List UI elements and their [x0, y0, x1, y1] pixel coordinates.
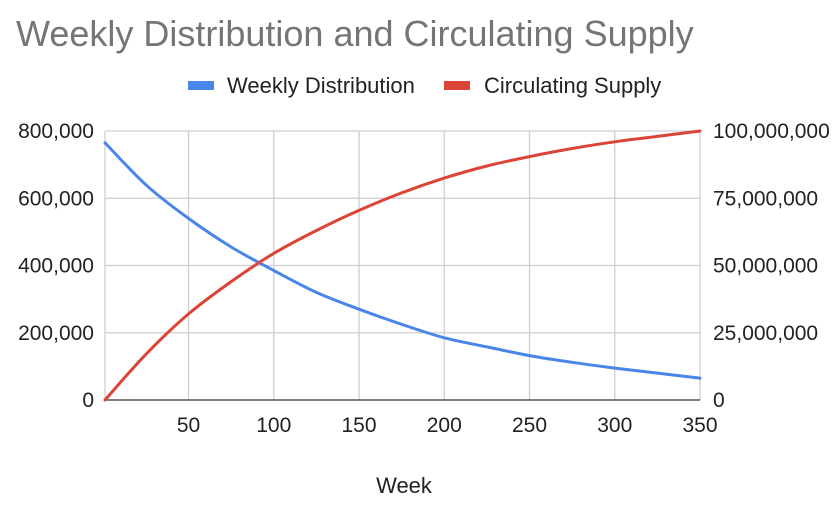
- y-left-tick-label: 600,000: [18, 187, 94, 210]
- y-right-tick-label: 75,000,000: [713, 187, 818, 210]
- x-tick-label: 50: [177, 414, 200, 437]
- y-left-tick-label: 400,000: [18, 255, 94, 278]
- x-tick-label: 250: [512, 414, 547, 437]
- x-axis-title: Week: [376, 473, 433, 498]
- y-left-tick-label: 800,000: [18, 120, 94, 143]
- chart-title: Weekly Distribution and Circulating Supp…: [16, 13, 694, 54]
- gridlines: [104, 130, 701, 400]
- y-left-tick-label: 200,000: [18, 322, 94, 345]
- y-left-tick-label: 0: [82, 389, 94, 412]
- legend-label-circulating-supply: Circulating Supply: [484, 73, 661, 98]
- series-lines: [103, 129, 702, 402]
- x-tick-label: 150: [342, 414, 377, 437]
- y-right-tick-label: 100,000,000: [713, 120, 830, 143]
- legend-label-weekly-distribution: Weekly Distribution: [227, 73, 415, 98]
- y-right-tick-label: 50,000,000: [713, 255, 818, 278]
- axis-ticks: 50 100 150 200 250 300 3500200,000400,000600,0…: [18, 120, 830, 437]
- x-tick-label: 200: [427, 414, 462, 437]
- y-right-tick-label: 0: [713, 389, 725, 412]
- legend-swatch-circulating-supply: [444, 81, 470, 90]
- x-tick-label: 100: [256, 414, 291, 437]
- legend: Weekly Distribution Circulating Supply: [188, 73, 661, 98]
- series-line-weekly-distribution: [103, 141, 702, 380]
- x-tick-label: 350: [682, 414, 717, 437]
- legend-swatch-weekly-distribution: [188, 81, 214, 90]
- series-line-circulating-supply: [103, 129, 702, 402]
- x-tick-label: 300: [597, 414, 632, 437]
- y-right-tick-label: 25,000,000: [713, 322, 818, 345]
